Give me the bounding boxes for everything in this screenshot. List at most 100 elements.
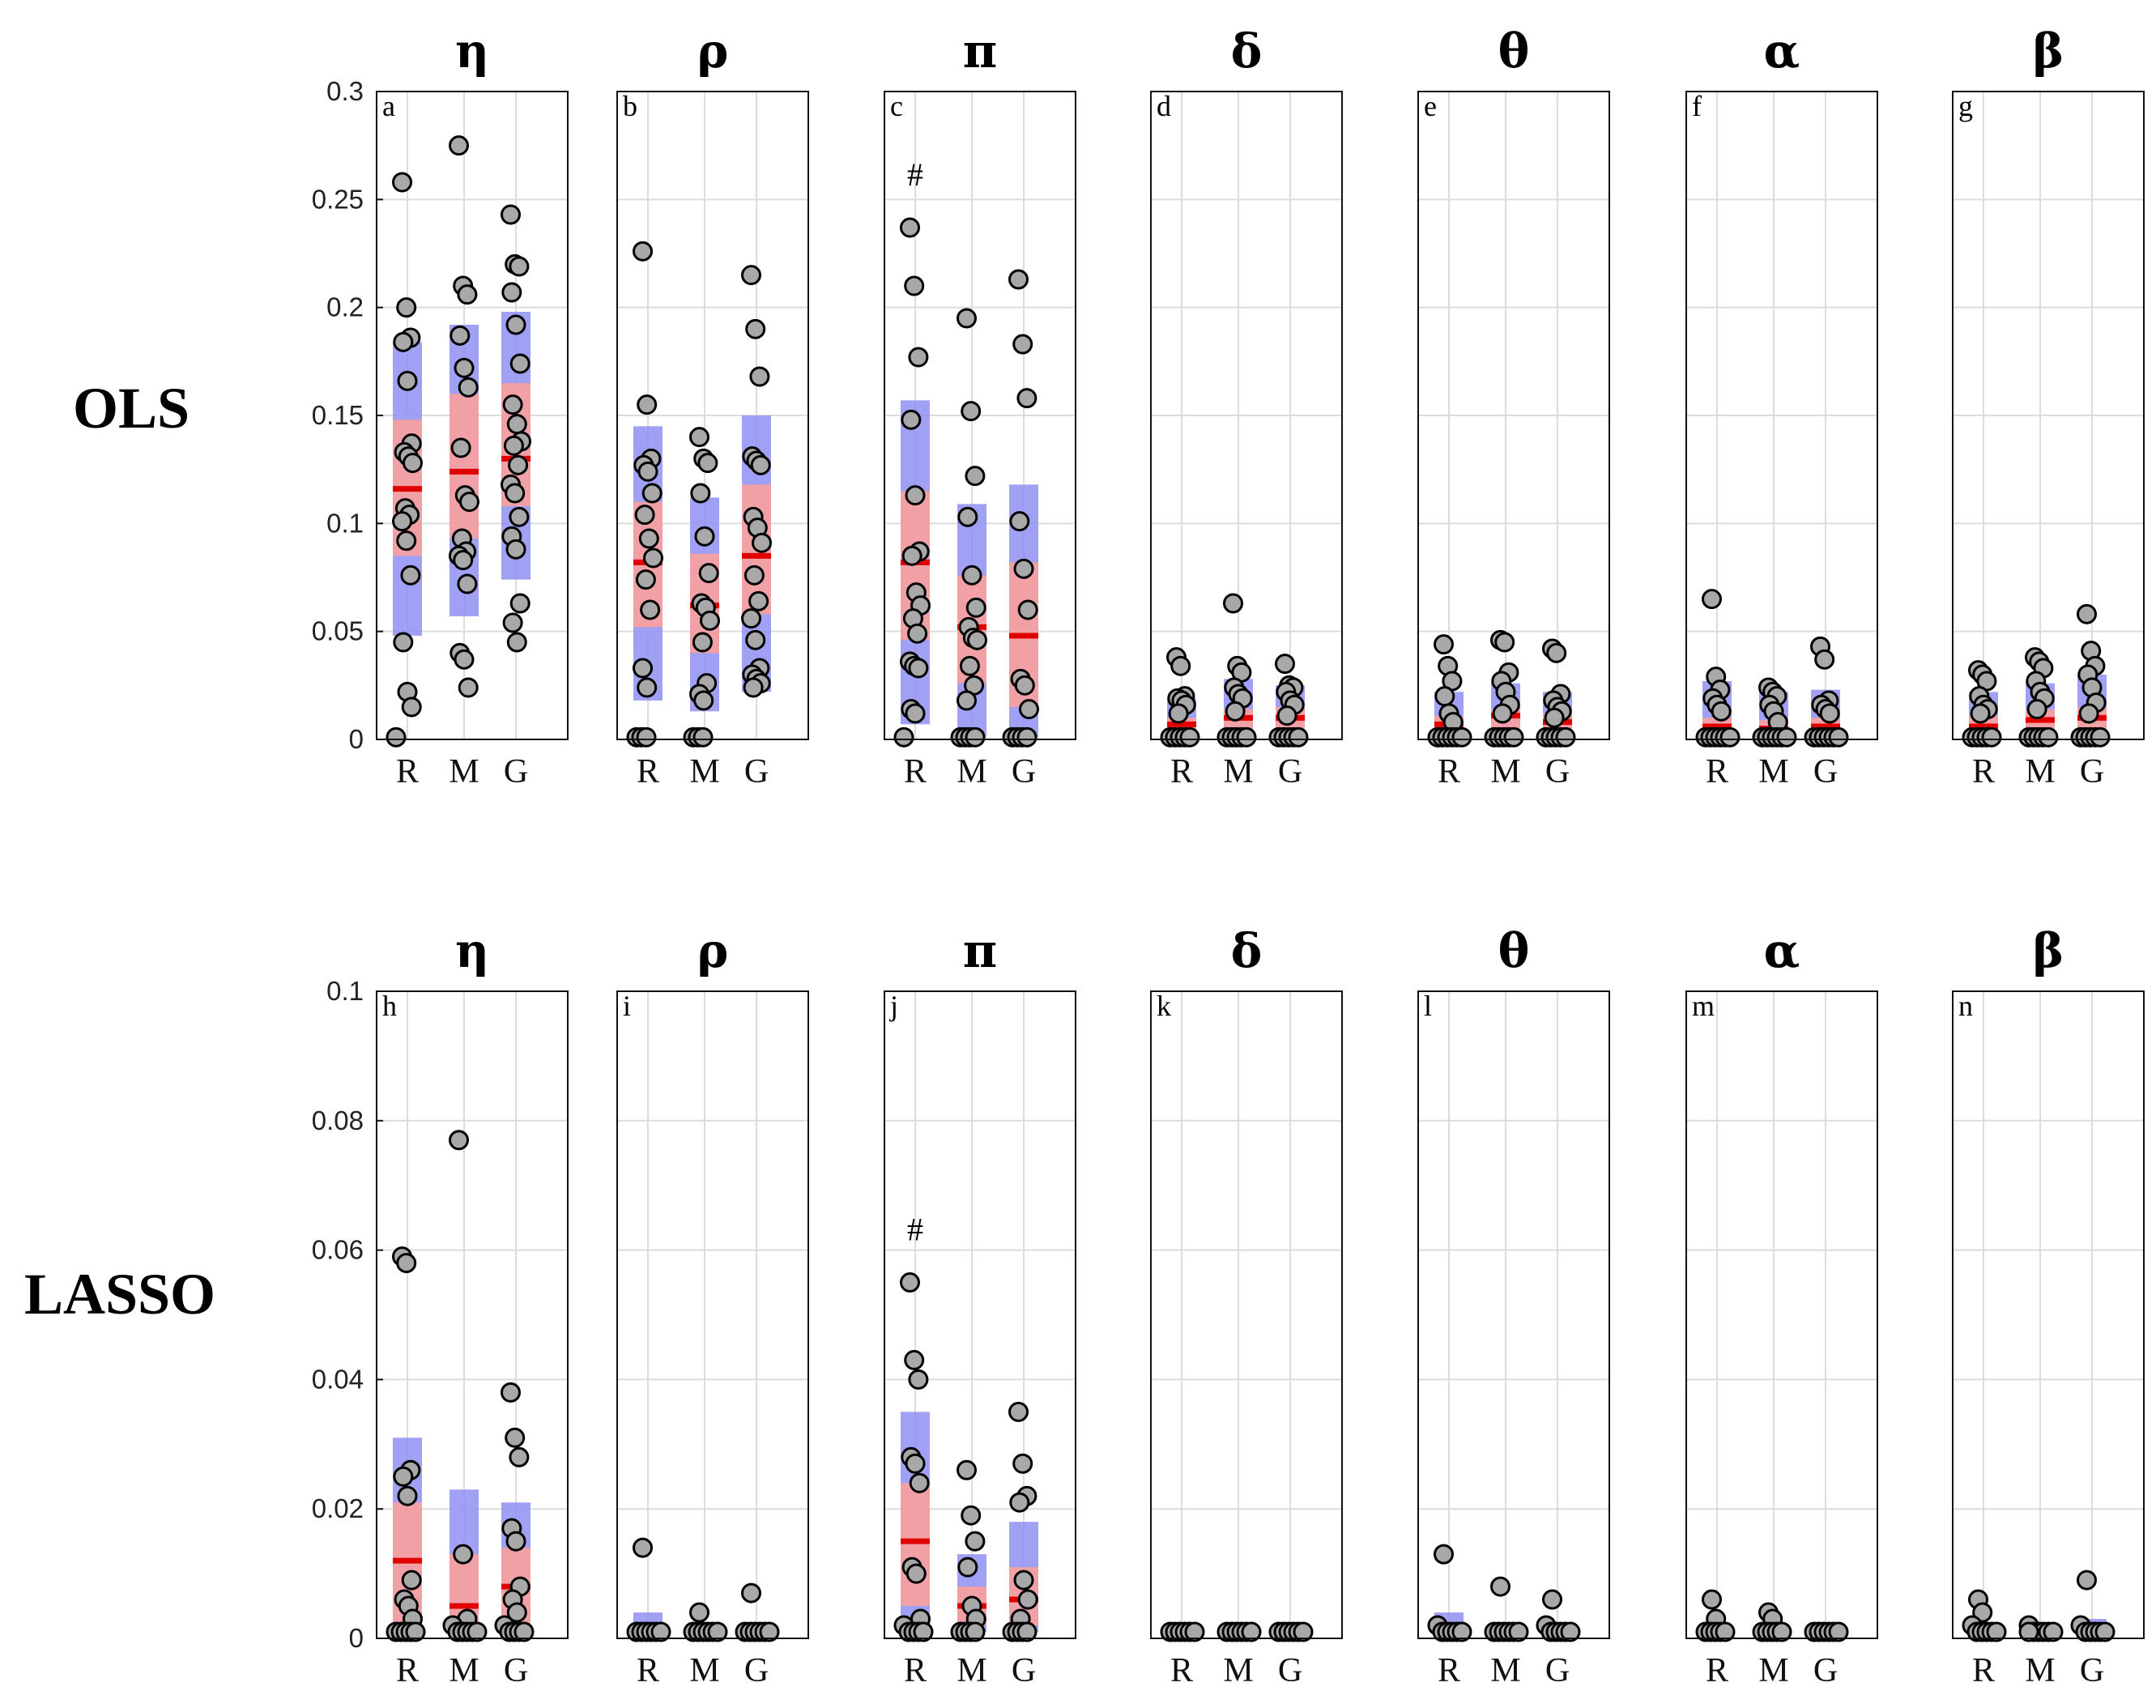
data-point-m	[2026, 699, 2047, 720]
data-point-g	[1012, 1453, 1033, 1474]
x-tick-label: G	[1012, 1652, 1036, 1689]
data-point-g	[1008, 269, 1029, 290]
x-tick-label: R	[1438, 753, 1460, 790]
data-point-m	[965, 1531, 986, 1552]
data-point-g	[1544, 707, 1565, 728]
data-point-r	[905, 485, 926, 506]
data-point-g	[741, 265, 761, 286]
panel-title: η	[455, 923, 489, 978]
data-point-r	[637, 461, 658, 482]
data-point-m	[957, 506, 978, 527]
data-point-r	[401, 1570, 422, 1591]
data-point-g	[1276, 705, 1297, 726]
data-point-g	[1542, 1589, 1562, 1610]
x-tick-label: G	[1012, 753, 1036, 790]
data-point-m	[458, 377, 479, 398]
data-point-m	[453, 1544, 474, 1565]
data-point-g	[505, 483, 526, 504]
data-point-g	[748, 590, 769, 611]
data-point-g	[502, 394, 523, 415]
data-point-m	[689, 1602, 709, 1623]
data-point-g	[750, 454, 771, 475]
panel-a: η a R M G 0 0.05 0.1 0.15 0.2 0.25 0.3	[312, 23, 569, 790]
data-point-m	[965, 726, 986, 748]
x-tick-label: G	[2080, 1652, 2104, 1689]
y-tick-label: 0.15	[312, 400, 364, 430]
x-tick-label: G	[744, 1652, 769, 1689]
data-point-r	[392, 172, 412, 193]
x-tick-label: R	[1972, 753, 1995, 790]
data-point-m	[700, 610, 720, 631]
data-point-g	[505, 314, 526, 335]
panel-letter: e	[1424, 90, 1437, 122]
x-tick-label: R	[396, 753, 419, 790]
x-tick-label: R	[904, 1652, 927, 1689]
data-point-m	[457, 284, 478, 305]
x-tick-label: R	[1972, 1652, 1995, 1689]
panel-title: θ	[1498, 923, 1530, 978]
data-point-r	[913, 1621, 934, 1642]
data-point-r	[1702, 1589, 1722, 1610]
data-point-r	[401, 696, 422, 718]
data-point-r	[908, 347, 929, 368]
data-point-r	[905, 703, 926, 724]
data-point-g	[1555, 726, 1576, 748]
axes-frame	[1417, 91, 1610, 740]
x-tick-label: G	[1545, 753, 1570, 790]
data-point-g	[745, 629, 766, 650]
x-tick-label: G	[1278, 753, 1302, 790]
data-point-r	[392, 511, 412, 532]
panel-letter: b	[623, 90, 637, 122]
significance-marker: #	[907, 1212, 923, 1248]
box-red-m	[450, 394, 479, 539]
panel-letter: f	[1692, 90, 1702, 122]
data-point-m	[450, 325, 471, 346]
data-point-g	[741, 608, 761, 629]
data-point-m	[459, 492, 479, 513]
data-point-m	[2043, 1621, 2064, 1642]
data-point-g	[1275, 654, 1295, 675]
panel-letter: g	[1958, 90, 1973, 122]
y-tick-label: 0	[349, 724, 364, 754]
panel-title: ρ	[697, 23, 729, 79]
panel-title: δ	[1231, 23, 1263, 79]
axes-frame	[616, 91, 809, 740]
data-point-r	[397, 370, 418, 391]
data-point-r	[393, 1466, 414, 1487]
data-point-g	[509, 256, 530, 277]
data-point-r	[908, 1369, 929, 1390]
data-point-m	[2018, 1621, 2039, 1642]
data-point-m	[965, 1621, 986, 1642]
data-point-g	[2077, 603, 2097, 624]
data-point-m	[961, 1505, 982, 1526]
panel-e: θ e R M G	[1417, 23, 1610, 790]
data-point-r	[643, 547, 663, 569]
data-point-r	[1711, 701, 1732, 722]
panel-n: β n R M G	[1952, 923, 2145, 1689]
x-tick-label: M	[449, 753, 479, 790]
data-point-r	[641, 483, 663, 504]
panel-title: δ	[1231, 923, 1263, 978]
data-point-g	[509, 593, 530, 614]
data-point-g	[743, 677, 764, 698]
data-point-m	[961, 401, 982, 422]
data-point-r	[633, 1537, 653, 1558]
panel-letter: i	[623, 990, 631, 1022]
data-point-r	[637, 394, 658, 415]
data-point-m	[449, 1130, 469, 1151]
axes-frame	[1150, 91, 1343, 740]
data-point-m	[959, 655, 980, 676]
data-point-m	[1236, 726, 1257, 748]
data-point-g	[1008, 1401, 1029, 1422]
data-point-r	[900, 217, 920, 238]
panel-k: δ k R M G	[1150, 923, 1343, 1689]
y-tick-label: 0.04	[312, 1364, 364, 1394]
data-point-r	[1179, 726, 1200, 748]
data-point-m	[957, 308, 977, 329]
data-point-g	[1546, 642, 1567, 663]
data-point-r	[909, 1472, 930, 1493]
y-tick-label: 0.06	[312, 1235, 364, 1265]
axes-frame	[1150, 990, 1343, 1639]
data-point-g	[741, 1582, 761, 1604]
y-tick-label: 0.05	[312, 616, 364, 646]
